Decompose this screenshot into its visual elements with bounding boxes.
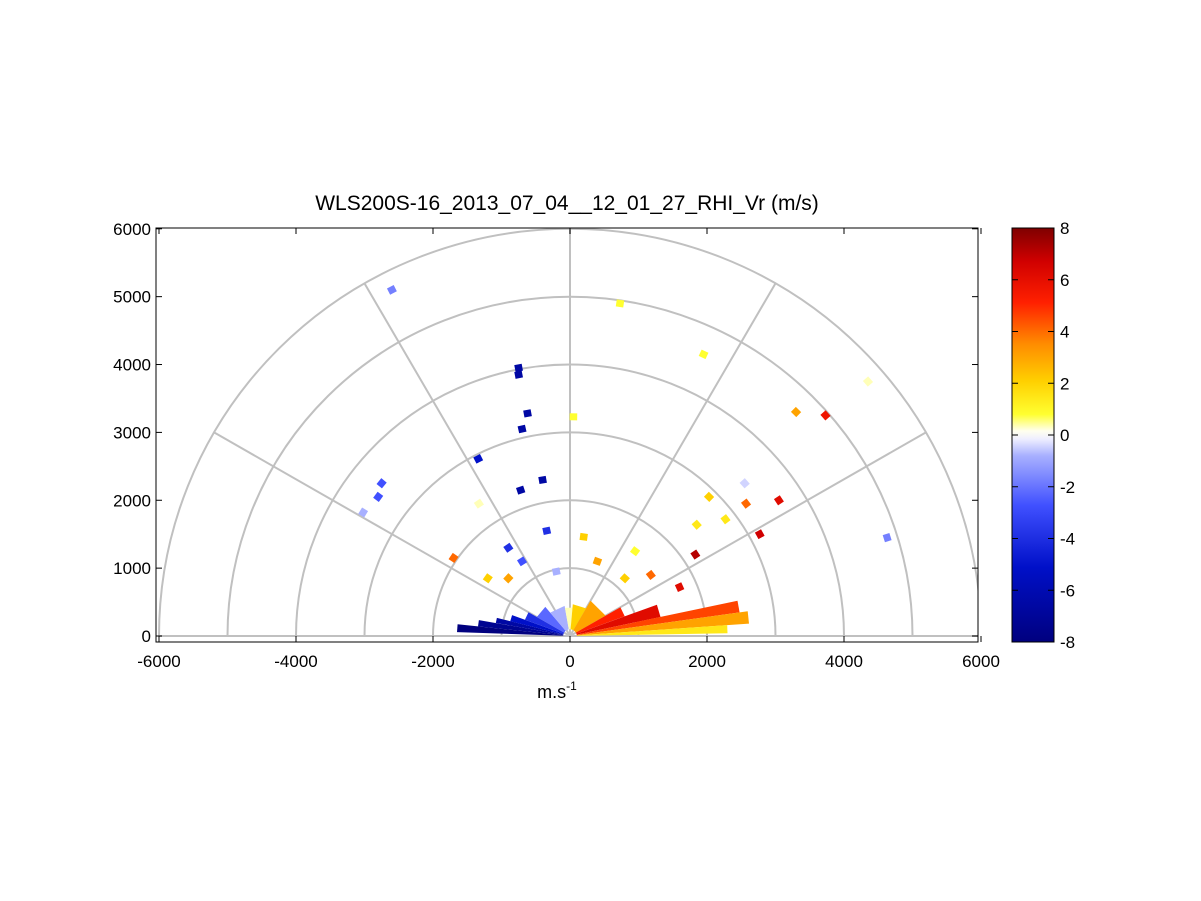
range-gate [703,491,715,502]
range-gate [629,546,641,557]
axes-box [155,227,979,643]
range-gate [516,485,526,495]
range-gate [882,532,892,543]
range-gate [503,542,514,553]
range-gate [615,299,625,308]
range-gate [862,376,874,387]
grid-spoke [213,431,571,637]
y-tick-label: 2000 [113,491,151,510]
near-field-sector [457,624,564,636]
range-gate [538,475,547,484]
y-tick-label: 6000 [113,220,151,239]
range-gate [517,556,528,567]
near-field-sector [536,606,566,633]
y-tick-label: 1000 [113,559,151,578]
x-tick-label: 4000 [825,652,863,671]
colorbar-tick-label: 6 [1060,271,1069,290]
range-gate [358,507,369,518]
range-gate [754,529,765,540]
near-field-sector [524,612,565,634]
range-gate [551,567,561,576]
range-gate [820,410,831,421]
near-field-sector [576,611,749,636]
range-gate [691,519,702,530]
near-field-sectors [457,600,749,636]
colorbar-ticks: -8 -6 -4 -2 0 2 4 6 8 [1012,219,1075,652]
near-field-sector [576,600,740,636]
near-field-sector [570,604,587,631]
range-gate [690,549,701,560]
range-gate [674,582,685,592]
range-gate [739,478,750,489]
y-tick-label: 4000 [113,356,151,375]
near-field-sector [510,615,564,635]
x-tick-label: -4000 [274,652,317,671]
range-gate [740,498,752,509]
range-gate [773,495,784,506]
range-gate [720,514,731,525]
x-tick-label: 6000 [962,652,1000,671]
near-field-sector [576,604,661,635]
grid-spoke [363,282,571,637]
y-tick-label: 3000 [113,423,151,442]
range-gates [358,285,892,592]
range-gate [514,363,523,373]
range-gate [386,285,397,295]
y-tick-label: 0 [142,627,151,646]
x-tick-label: 0 [565,652,574,671]
range-gate [376,478,387,489]
range-gate [645,569,656,581]
range-gate [473,454,484,464]
range-gate [523,409,532,418]
colorbar [1011,227,1055,643]
near-field-sector [576,625,728,636]
near-field-sector [550,605,569,631]
range-gate [482,573,493,584]
range-gate [514,370,523,379]
colorbar-tick-label: -8 [1060,633,1075,652]
range-gate [517,424,527,434]
range-gate [579,532,588,541]
near-field-sector [478,620,564,636]
near-field-sector [573,600,606,633]
x-tick-label: 2000 [688,652,726,671]
x-axis-ticks: -6000 -4000 -2000 0 2000 4000 6000 [137,228,1000,671]
y-axis-ticks: 0 1000 2000 3000 4000 5000 6000 [113,220,978,646]
grid-spoke [569,282,777,637]
range-gate [790,406,802,418]
range-gate [592,556,603,566]
y-tick-label: 5000 [113,288,151,307]
range-gate [473,498,484,509]
chart-title: WLS200S-16_2013_07_04__12_01_27_RHI_Vr (… [315,192,819,215]
range-gate [542,526,552,536]
range-gate [503,573,514,584]
colorbar-tick-label: 8 [1060,219,1069,238]
colorbar-tick-label: -2 [1060,478,1075,497]
range-gate [448,552,459,564]
grid-spoke [569,431,927,637]
x-tick-label: -2000 [411,652,454,671]
range-gate [619,573,630,584]
colorbar-tick-label: -4 [1060,530,1075,549]
range-gate [698,349,709,360]
colorbar-tick-label: 4 [1060,323,1069,342]
near-field-sector [495,617,564,635]
colorbar-tick-label: 2 [1060,374,1069,393]
x-tick-label: -6000 [137,652,180,671]
range-gate [373,491,384,502]
polar-grid [158,228,978,637]
colorbar-tick-label: 0 [1060,426,1069,445]
near-field-sector [575,607,625,634]
colorbar-tick-label: -6 [1060,581,1075,600]
near-field-sector [565,607,573,630]
x-axis-label: m.s-1 [537,679,577,702]
